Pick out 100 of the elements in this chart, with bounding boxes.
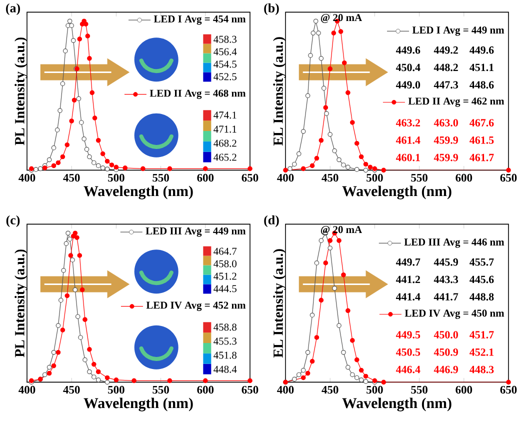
annotation: 474.1 bbox=[214, 112, 236, 119]
point bbox=[92, 160, 96, 166]
x-tick-label: 450 bbox=[63, 386, 80, 394]
point bbox=[56, 323, 61, 328]
point bbox=[96, 138, 101, 143]
point bbox=[70, 257, 75, 262]
x-tick-label: 450 bbox=[322, 386, 338, 394]
point bbox=[310, 358, 315, 364]
annotation: 450.4 bbox=[396, 64, 420, 72]
point bbox=[346, 164, 350, 170]
legend-label: LED IV Avg = 452 nm bbox=[146, 302, 246, 311]
point bbox=[92, 374, 96, 380]
point bbox=[56, 160, 61, 166]
legend-label: LED II Avg = 462 nm bbox=[408, 98, 504, 107]
annotation: 449.7 bbox=[396, 258, 420, 266]
point bbox=[87, 154, 92, 160]
point bbox=[323, 260, 328, 266]
point bbox=[51, 350, 56, 355]
point bbox=[51, 163, 56, 168]
annotation: 441.2 bbox=[396, 276, 420, 284]
point bbox=[72, 230, 78, 236]
annotation: 458.0 bbox=[214, 260, 237, 268]
point bbox=[64, 241, 69, 246]
x-tick-label: 650 bbox=[500, 386, 517, 394]
point bbox=[109, 162, 114, 168]
x-tick-label: 600 bbox=[197, 174, 214, 182]
legend-label: LED III Avg = 449 nm bbox=[146, 227, 246, 237]
point bbox=[79, 120, 84, 125]
point bbox=[122, 165, 128, 170]
point bbox=[203, 378, 208, 384]
x-tick-label: 400 bbox=[277, 386, 294, 394]
point bbox=[314, 156, 320, 161]
point bbox=[167, 378, 172, 384]
point bbox=[363, 378, 368, 384]
point bbox=[248, 166, 252, 171]
point bbox=[96, 369, 101, 374]
point bbox=[68, 252, 74, 258]
point bbox=[78, 334, 83, 340]
x-tick-label: 650 bbox=[500, 174, 517, 182]
point bbox=[328, 238, 333, 243]
x-tick-label: 500 bbox=[108, 174, 124, 182]
annotation: 448.3 bbox=[470, 366, 494, 374]
point bbox=[64, 293, 70, 298]
y-axis-title: EL Intensity (a.u.) bbox=[273, 249, 286, 358]
point bbox=[34, 166, 38, 172]
x-axis-title: Wavelength (nm) bbox=[342, 398, 452, 412]
point bbox=[80, 287, 85, 292]
annotation: 452.1 bbox=[470, 348, 494, 356]
point bbox=[381, 168, 386, 172]
annotation: 458.3 bbox=[214, 36, 236, 43]
point bbox=[363, 162, 368, 167]
point bbox=[296, 151, 302, 156]
annotation: 445.9 bbox=[434, 258, 458, 266]
annotation: 459.9 bbox=[434, 154, 458, 162]
annotation: 459.9 bbox=[434, 136, 458, 144]
point bbox=[140, 166, 146, 171]
point bbox=[60, 328, 66, 332]
point bbox=[85, 34, 90, 38]
point bbox=[354, 375, 360, 380]
point bbox=[104, 158, 110, 164]
point bbox=[338, 29, 344, 34]
annotation: 445.6 bbox=[470, 276, 494, 284]
point bbox=[381, 380, 386, 384]
point bbox=[69, 23, 74, 28]
point bbox=[358, 377, 364, 382]
legend-label: LED I Avg = 454 nm bbox=[154, 15, 246, 25]
point bbox=[328, 66, 333, 72]
point bbox=[69, 118, 74, 124]
point bbox=[300, 368, 306, 373]
annotation: 450.5 bbox=[396, 348, 420, 356]
point bbox=[67, 236, 72, 242]
point bbox=[506, 380, 511, 384]
point bbox=[51, 145, 56, 150]
point bbox=[328, 132, 333, 137]
point bbox=[60, 81, 66, 86]
x-tick-label: 550 bbox=[411, 174, 428, 182]
point bbox=[82, 317, 88, 322]
annotation: 461.4 bbox=[396, 136, 420, 144]
point bbox=[336, 238, 342, 243]
point bbox=[358, 368, 364, 373]
point bbox=[77, 252, 82, 258]
point bbox=[354, 166, 360, 172]
x-tick-label: 600 bbox=[456, 174, 472, 182]
x-tick-label: 450 bbox=[63, 174, 80, 182]
x-tick-label: 550 bbox=[152, 386, 169, 394]
point bbox=[314, 334, 320, 340]
annotation: 452.5 bbox=[214, 73, 236, 80]
point bbox=[82, 136, 86, 142]
annotation: 448.2 bbox=[434, 64, 458, 72]
annotation: 448.8 bbox=[470, 293, 494, 300]
x-tick-label: 450 bbox=[322, 174, 338, 182]
point bbox=[75, 314, 80, 319]
point bbox=[336, 323, 342, 328]
annotation: @ 20 mA bbox=[320, 14, 362, 23]
point bbox=[300, 375, 306, 380]
point bbox=[51, 363, 56, 368]
legend-label: LED II Avg = 468 nm bbox=[150, 90, 246, 99]
point bbox=[300, 166, 306, 171]
point bbox=[46, 157, 52, 162]
point bbox=[314, 260, 320, 266]
